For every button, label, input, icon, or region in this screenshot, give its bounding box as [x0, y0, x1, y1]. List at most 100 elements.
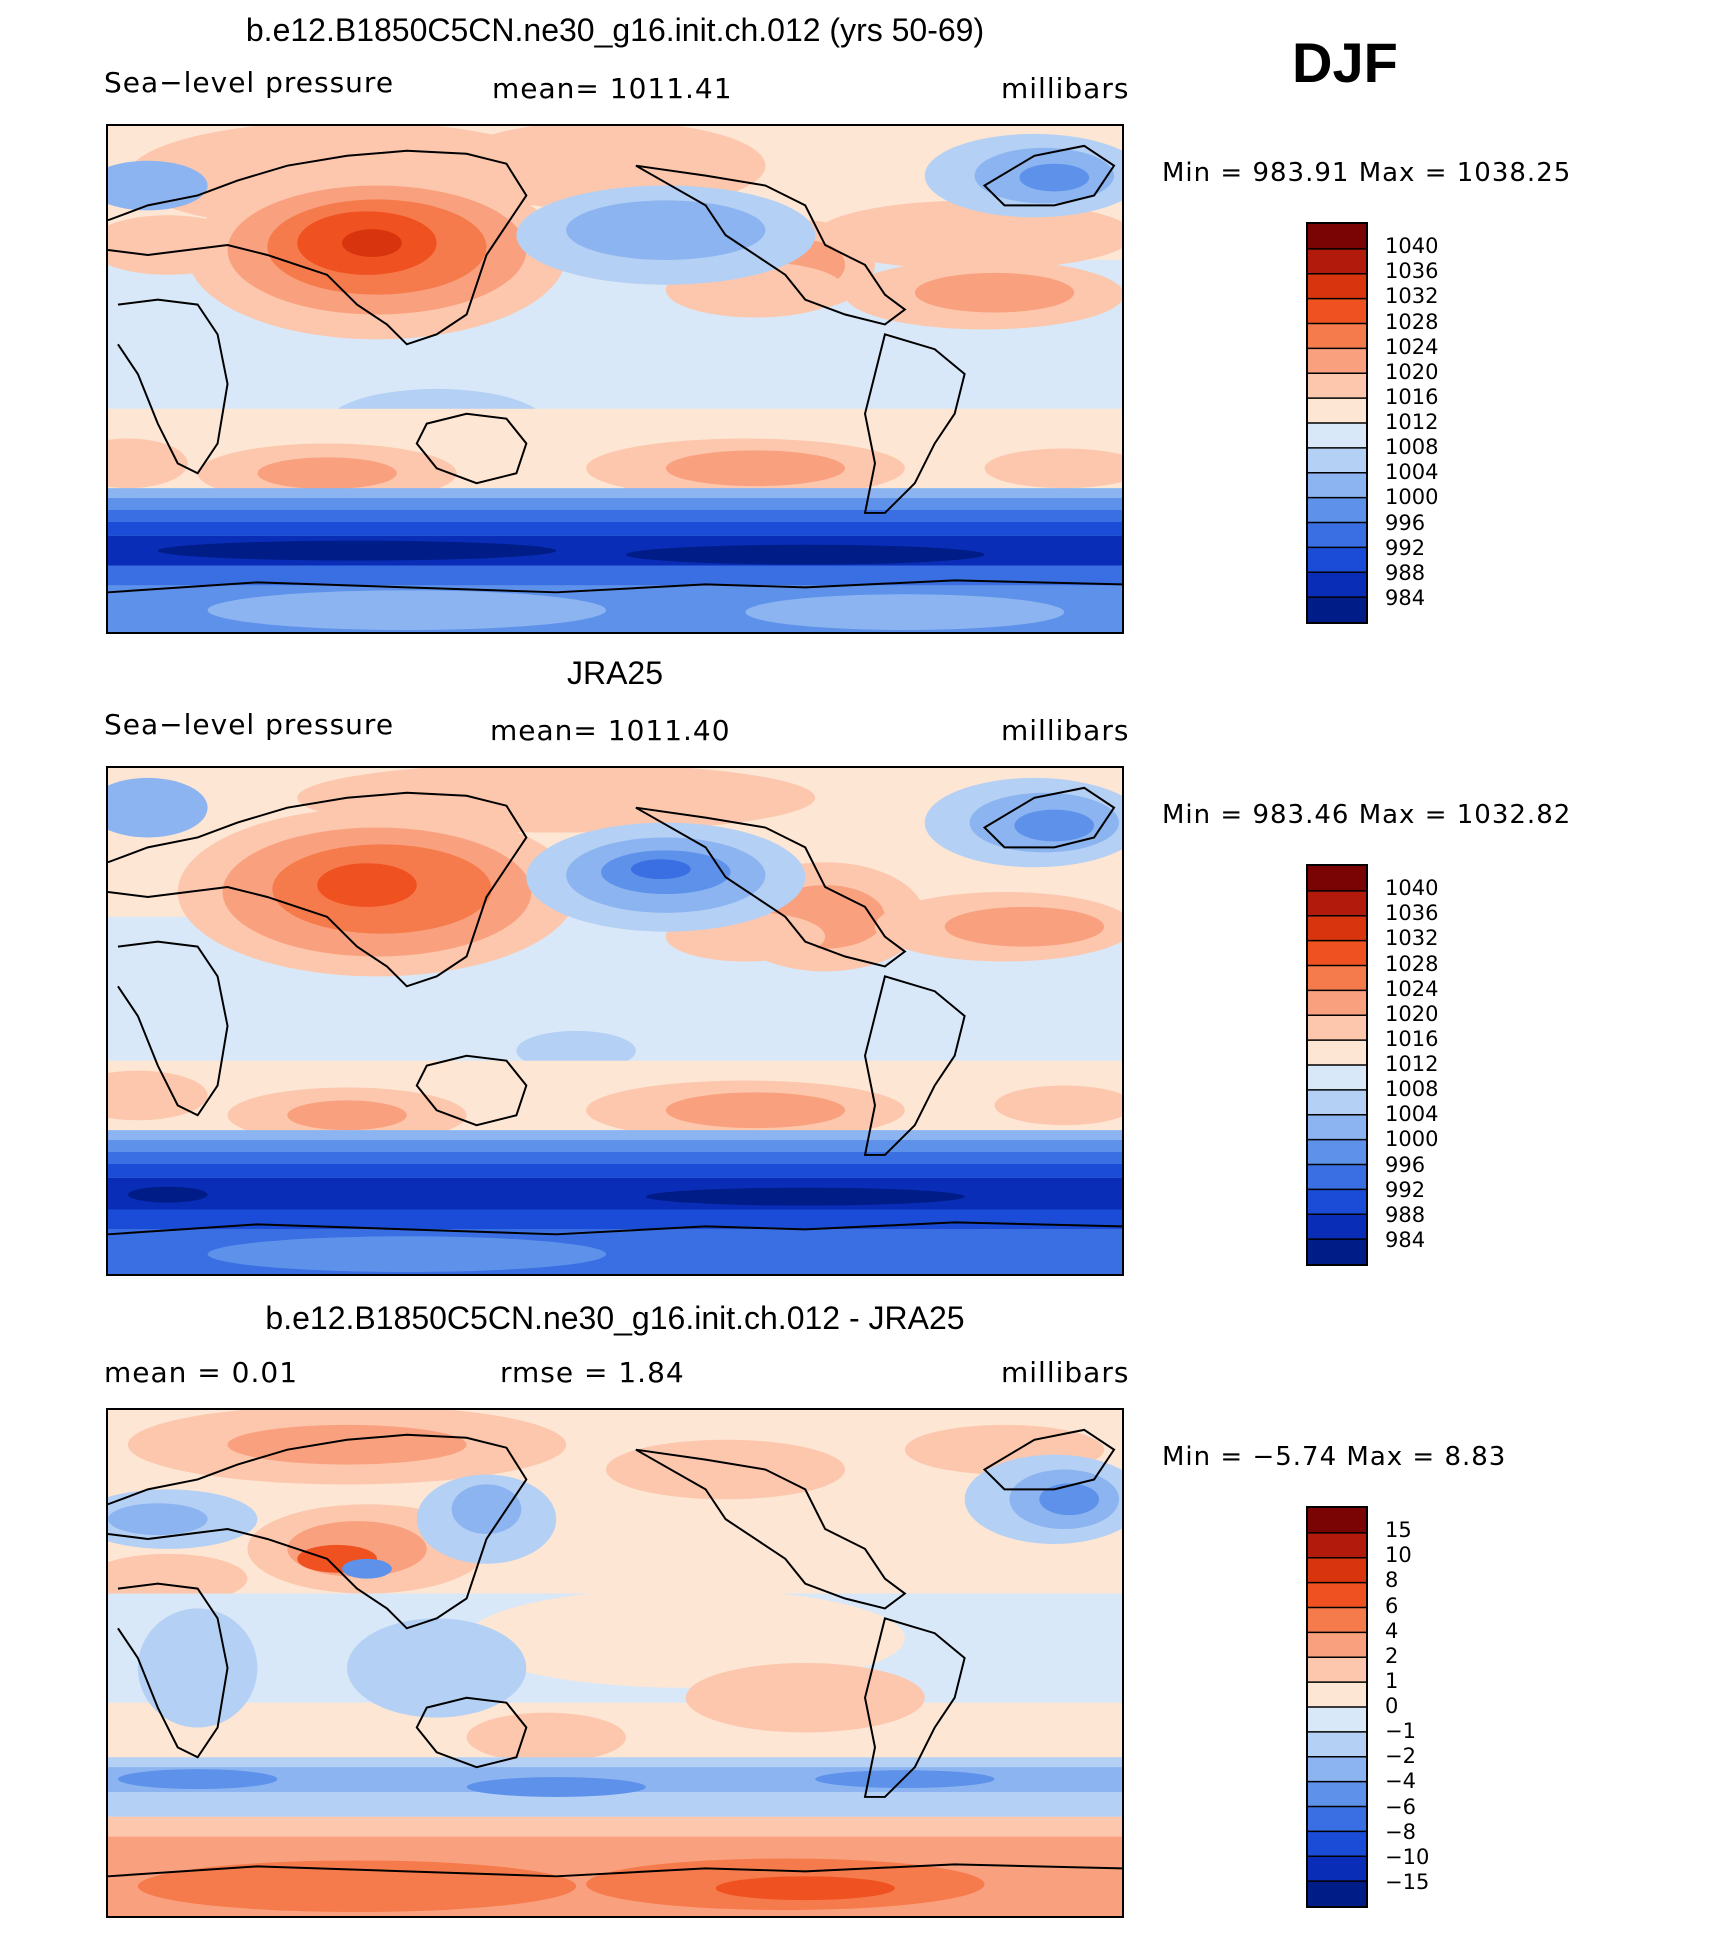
colorbar-swatch [1308, 472, 1366, 499]
colorbar-swatch [1308, 1831, 1366, 1857]
colorbar-swatch [1308, 1607, 1366, 1633]
panel2-title: JRA25 [566, 655, 664, 691]
colorbar-tick-label: 1036 [1385, 259, 1439, 284]
colorbar-swatch [1308, 1707, 1366, 1733]
colorbar-swatch [1308, 373, 1366, 399]
panel2-variable-label: Sea−level pressure [104, 708, 395, 741]
colorbar-swatch [1308, 1239, 1366, 1264]
panel1-contour-field [108, 126, 1122, 632]
colorbar-tick-label: 1024 [1385, 334, 1439, 359]
colorbar-tick-label: −15 [1385, 1869, 1430, 1894]
colorbar-tick-label: 1000 [1385, 1127, 1439, 1152]
panel1-title: b.e12.B1850C5CN.ne30_g16.init.ch.012 (yr… [245, 12, 985, 48]
panel1-minmax: Min = 983.91 Max = 1038.25 [1162, 158, 1572, 188]
colorbar-tick-label: 1008 [1385, 435, 1439, 460]
panel1-map [106, 124, 1124, 634]
colorbar-swatch [1308, 497, 1366, 523]
colorbar-tick-label: −8 [1385, 1819, 1416, 1844]
colorbar-tick-label: 1028 [1385, 309, 1439, 334]
panel3-colorbar [1306, 1506, 1368, 1908]
colorbar-swatch [1308, 940, 1366, 966]
colorbar-tick-label: 10 [1385, 1543, 1412, 1568]
season-label: DJF [1292, 31, 1398, 94]
colorbar-tick-label: 992 [1385, 1177, 1426, 1202]
colorbar-tick-label: 984 [1385, 585, 1426, 610]
colorbar-tick-label: 6 [1385, 1593, 1399, 1618]
colorbar-tick-label: 1024 [1385, 976, 1439, 1001]
colorbar-swatch [1308, 890, 1366, 917]
colorbar-tick-label: −10 [1385, 1844, 1430, 1869]
colorbar-swatch [1308, 1065, 1366, 1091]
colorbar-swatch [1308, 398, 1366, 424]
panel2-minmax: Min = 983.46 Max = 1032.82 [1162, 800, 1572, 830]
colorbar-tick-label: −2 [1385, 1744, 1416, 1769]
panel3-title: b.e12.B1850C5CN.ne30_g16.init.ch.012 - J… [265, 1300, 965, 1336]
colorbar-tick-label: 0 [1385, 1694, 1399, 1718]
panel1-colorbar [1306, 222, 1368, 624]
colorbar-swatch [1308, 990, 1366, 1016]
colorbar-swatch [1308, 1756, 1366, 1783]
colorbar-swatch [1308, 1040, 1366, 1066]
colorbar-tick-label: 1008 [1385, 1077, 1439, 1102]
colorbar-swatch [1308, 1189, 1366, 1215]
colorbar-tick-label: 1032 [1385, 284, 1439, 309]
colorbar-tick-label: 2 [1385, 1643, 1399, 1668]
colorbar-tick-label: 1032 [1385, 926, 1439, 951]
colorbar-swatch [1308, 1781, 1366, 1807]
colorbar-tick-label: 1020 [1385, 1001, 1439, 1026]
panel2-colorbar [1306, 864, 1368, 1266]
colorbar-tick-label: 984 [1385, 1227, 1426, 1252]
colorbar-swatch [1308, 1731, 1366, 1758]
colorbar-swatch [1308, 572, 1366, 598]
colorbar-swatch [1308, 323, 1366, 349]
colorbar-tick-label: 996 [1385, 1152, 1426, 1177]
colorbar-tick-label: 1012 [1385, 1052, 1439, 1076]
colorbar-swatch [1308, 248, 1366, 275]
colorbar-swatch [1308, 1508, 1366, 1534]
colorbar-tick-label: 4 [1385, 1618, 1399, 1643]
colorbar-tick-label: 1000 [1385, 485, 1439, 510]
colorbar-swatch [1308, 1632, 1366, 1658]
panel3-mean-label: mean = 0.01 [104, 1356, 299, 1389]
colorbar-tick-label: 988 [1385, 1202, 1426, 1227]
panel2-units-label: millibars [1001, 714, 1130, 747]
colorbar-swatch [1308, 866, 1366, 892]
colorbar-swatch [1308, 915, 1366, 942]
colorbar-swatch [1308, 224, 1366, 250]
panel3-minmax: Min = −5.74 Max = 8.83 [1162, 1442, 1507, 1472]
panel3-units-label: millibars [1001, 1356, 1130, 1389]
colorbar-swatch [1308, 348, 1366, 374]
panel3-map [106, 1408, 1124, 1918]
colorbar-swatch [1308, 1114, 1366, 1141]
panel2-map [106, 766, 1124, 1276]
colorbar-swatch [1308, 1806, 1366, 1832]
colorbar-tick-label: −6 [1385, 1794, 1416, 1819]
colorbar-swatch [1308, 522, 1366, 548]
colorbar-swatch [1308, 1532, 1366, 1559]
colorbar-tick-label: 1040 [1385, 876, 1439, 901]
panel1-variable-label: Sea−level pressure [104, 66, 395, 99]
colorbar-swatch [1308, 1214, 1366, 1240]
colorbar-swatch [1308, 298, 1366, 324]
colorbar-swatch [1308, 1657, 1366, 1683]
colorbar-swatch [1308, 1015, 1366, 1041]
panel3-rmse-label: rmse = 1.84 [500, 1356, 685, 1389]
colorbar-tick-label: 1012 [1385, 410, 1439, 434]
colorbar-swatch [1308, 547, 1366, 573]
colorbar-swatch [1308, 273, 1366, 300]
colorbar-swatch [1308, 1557, 1366, 1584]
colorbar-tick-label: 1020 [1385, 359, 1439, 384]
colorbar-tick-label: 15 [1385, 1518, 1412, 1543]
colorbar-tick-label: 8 [1385, 1568, 1399, 1593]
colorbar-swatch [1308, 1582, 1366, 1608]
colorbar-swatch [1308, 423, 1366, 449]
colorbar-swatch [1308, 1139, 1366, 1165]
colorbar-tick-label: 996 [1385, 510, 1426, 535]
colorbar-swatch [1308, 1881, 1366, 1906]
colorbar-tick-label: 1004 [1385, 460, 1439, 485]
colorbar-tick-label: −4 [1385, 1769, 1416, 1794]
colorbar-tick-label: 1016 [1385, 384, 1439, 409]
colorbar-swatch [1308, 597, 1366, 622]
panel3-contour-field [108, 1410, 1122, 1916]
colorbar-tick-label: 1036 [1385, 901, 1439, 926]
